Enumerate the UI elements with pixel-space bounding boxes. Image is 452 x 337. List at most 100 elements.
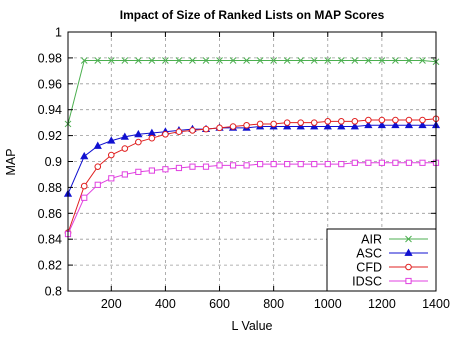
data-point-air — [216, 57, 223, 64]
y-tick-label: 0.88 — [38, 181, 62, 195]
data-point-idsc — [162, 166, 169, 173]
data-point-air — [80, 57, 88, 64]
data-point-cfd — [283, 119, 291, 126]
data-point-air — [310, 57, 318, 64]
data-point-cfd — [256, 120, 264, 128]
data-point-air — [364, 57, 372, 64]
series-line-cfd — [67, 118, 437, 233]
data-point-idsc — [202, 163, 210, 170]
data-point-idsc — [284, 160, 291, 168]
series-air — [64, 57, 440, 128]
data-point-air — [121, 57, 129, 64]
data-point-air — [229, 57, 237, 64]
series-asc — [63, 120, 441, 197]
x-tick-label: 1000 — [314, 297, 342, 311]
data-point-idsc — [135, 168, 142, 175]
y-tick-label: 1 — [55, 26, 62, 40]
chart-title: Impact of Size of Ranked Lists on MAP Sc… — [120, 8, 385, 22]
y-tick-label: 0.84 — [38, 233, 62, 247]
data-point-idsc — [81, 194, 88, 201]
data-point-air — [243, 57, 250, 64]
y-tick-label: 0.98 — [38, 51, 62, 65]
data-point-cfd — [189, 127, 196, 134]
data-point-air — [256, 57, 264, 64]
y-tick-label: 0.92 — [38, 129, 62, 143]
data-point-idsc — [216, 162, 223, 169]
legend-label-asc: ASC — [356, 247, 382, 261]
data-point-idsc — [419, 159, 426, 166]
data-point-cfd — [243, 121, 250, 129]
data-point-asc — [404, 120, 414, 129]
series-idsc — [64, 159, 440, 238]
data-point-idsc — [365, 159, 372, 166]
data-point-cfd — [107, 151, 115, 159]
data-point-idsc — [148, 167, 155, 174]
data-point-idsc — [392, 159, 399, 166]
data-point-cfd — [80, 182, 88, 190]
data-point-air — [337, 57, 345, 64]
data-point-asc — [107, 136, 116, 144]
series-line-asc — [67, 124, 436, 195]
data-point-idsc — [405, 159, 413, 166]
data-point-air — [148, 57, 156, 64]
data-point-asc — [337, 122, 346, 130]
legend-marker-cfd — [405, 263, 412, 271]
data-point-air — [270, 57, 278, 64]
data-point-idsc — [311, 160, 318, 168]
data-point-air — [351, 57, 359, 64]
data-point-air — [189, 57, 196, 64]
data-point-cfd — [378, 116, 386, 124]
data-point-idsc — [229, 162, 237, 169]
data-point-air — [94, 57, 102, 64]
data-point-asc — [350, 122, 359, 130]
data-point-asc — [134, 129, 143, 138]
data-point-idsc — [338, 160, 345, 168]
data-point-cfd — [229, 123, 237, 130]
axes: 0.80.820.840.860.880.90.920.940.960.9812… — [38, 26, 450, 312]
legend-label-air: AIR — [361, 233, 382, 247]
series-line-air — [67, 59, 437, 125]
data-point-cfd — [175, 128, 183, 136]
data-point-cfd — [148, 134, 156, 142]
y-tick-label: 0.94 — [38, 103, 62, 117]
data-point-cfd — [365, 116, 372, 124]
data-point-cfd — [216, 124, 223, 132]
data-point-cfd — [202, 125, 210, 133]
data-point-air — [107, 57, 115, 64]
data-point-cfd — [419, 116, 426, 124]
data-point-cfd — [270, 120, 277, 128]
data-point-cfd — [94, 163, 102, 170]
data-point-idsc — [378, 159, 385, 166]
y-tick-label: 0.96 — [38, 77, 62, 91]
data-point-cfd — [310, 119, 318, 126]
data-point-air — [134, 57, 142, 64]
data-point-idsc — [189, 163, 196, 170]
data-point-cfd — [162, 131, 169, 138]
data-point-cfd — [405, 116, 413, 124]
legend-label-cfd: CFD — [356, 261, 382, 275]
x-tick-label: 800 — [263, 297, 284, 311]
y-tick-label: 0.82 — [38, 259, 62, 273]
x-axis-label: L Value — [231, 319, 272, 333]
data-point-idsc — [108, 175, 115, 182]
data-point-idsc — [270, 160, 277, 168]
legend-marker-asc — [404, 248, 413, 256]
x-tick-label: 1400 — [422, 297, 450, 311]
data-point-air — [419, 57, 426, 64]
data-point-air — [175, 57, 183, 64]
y-axis-label: MAP — [4, 148, 18, 175]
data-point-asc — [364, 120, 373, 129]
data-point-idsc — [351, 159, 358, 166]
data-point-asc — [80, 151, 89, 160]
data-point-idsc — [324, 160, 331, 168]
data-point-air — [297, 57, 305, 64]
data-point-idsc — [243, 162, 250, 169]
y-tick-label: 0.9 — [45, 155, 62, 169]
legend-entry-air: AIR — [361, 233, 428, 247]
data-point-asc — [391, 120, 400, 129]
legend-label-idsc: IDSC — [352, 275, 382, 289]
x-tick-label: 200 — [101, 297, 122, 311]
data-point-cfd — [392, 116, 399, 124]
